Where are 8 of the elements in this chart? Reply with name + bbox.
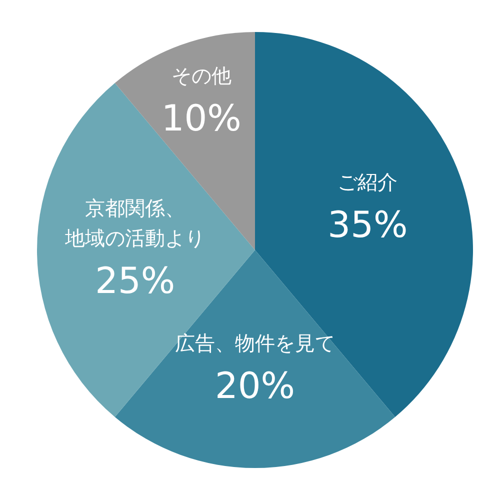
slice-label: 京都関係、地域の活動より <box>64 196 206 250</box>
slice-label: その他 <box>171 64 232 88</box>
data-label: 35% <box>328 204 408 246</box>
slice-label: 広告、物件を見て <box>175 330 335 355</box>
data-label: 20% <box>214 366 296 407</box>
data-label: 25% <box>95 261 176 302</box>
data-label: 10% <box>161 98 242 140</box>
slice-label: ご紹介 <box>338 170 398 194</box>
